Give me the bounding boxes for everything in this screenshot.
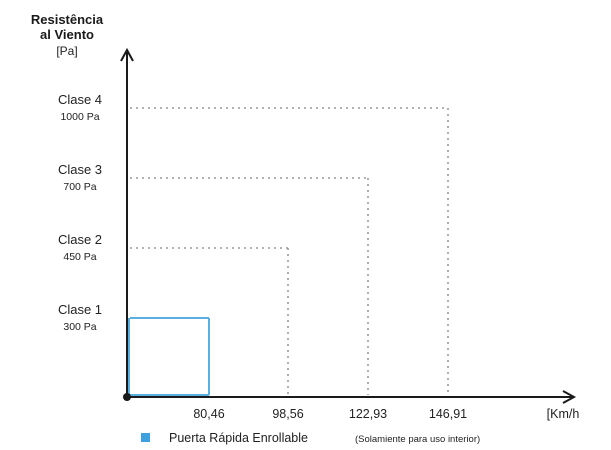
class-4-name: Clase 4 <box>58 92 102 107</box>
y-axis-arrow <box>120 47 134 62</box>
legend-swatch <box>141 433 150 442</box>
class-4-pressure: 1000 Pa <box>60 111 99 123</box>
x-axis-unit: [Km/h <box>547 407 580 421</box>
x-tick-label: 98,56 <box>272 407 303 421</box>
legend-label: Puerta Rápida Enrollable <box>169 431 308 445</box>
y-axis-title-line2: al Viento <box>40 27 94 42</box>
class-2-name: Clase 2 <box>58 232 102 247</box>
class-3-name: Clase 3 <box>58 162 102 177</box>
class-3-pressure: 700 Pa <box>63 181 96 193</box>
x-tick-labels: 80,46 98,56 122,93 146,91 <box>193 407 467 421</box>
class-1-pressure: 300 Pa <box>63 321 96 333</box>
x-axis-arrow <box>562 390 577 404</box>
legend-note: (Solamiente para uso interior) <box>355 434 480 445</box>
x-tick-label: 122,93 <box>349 407 387 421</box>
class-lines <box>128 107 449 396</box>
y-axis-title-line1: Resistência <box>31 12 104 27</box>
class-2-pressure: 450 Pa <box>63 251 96 263</box>
class-labels: Clase 1 300 Pa Clase 2 450 Pa Clase 3 700 Pa C… <box>58 92 102 333</box>
origin-dot <box>123 393 131 401</box>
y-axis-unit: [Pa] <box>56 44 77 58</box>
x-tick-label: 80,46 <box>193 407 224 421</box>
class-1-name: Clase 1 <box>58 302 102 317</box>
x-tick-label: 146,91 <box>429 407 467 421</box>
